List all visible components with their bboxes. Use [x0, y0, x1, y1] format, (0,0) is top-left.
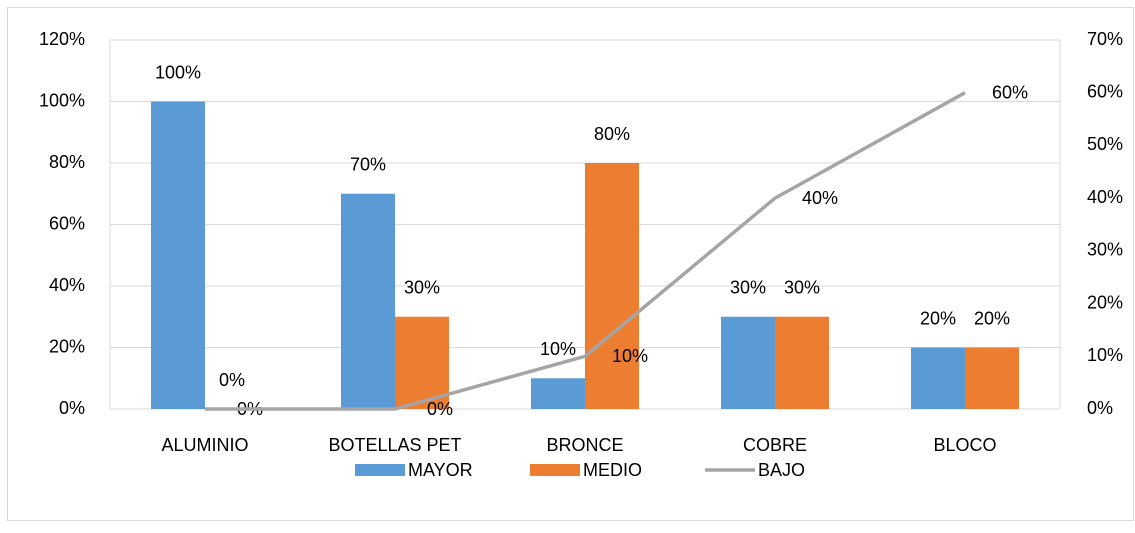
- y2-tick-label: 60%: [1087, 81, 1123, 101]
- x-tick-label: BLOCO: [933, 435, 996, 455]
- data-label: 60%: [992, 82, 1028, 102]
- bar: [395, 316, 449, 409]
- bar: [965, 347, 1019, 409]
- y-tick-label: 80%: [49, 152, 85, 172]
- data-label: 0%: [427, 399, 453, 419]
- y2-tick-label: 30%: [1087, 240, 1123, 260]
- legend-label: MAYOR: [408, 460, 473, 480]
- data-label: 10%: [540, 339, 576, 359]
- y2-tick-label: 50%: [1087, 134, 1123, 154]
- legend-swatch: [530, 464, 580, 476]
- y-tick-label: 100%: [39, 90, 85, 110]
- bar: [721, 316, 775, 409]
- x-tick-label: ALUMINIO: [161, 435, 248, 455]
- y-tick-label: 0%: [59, 398, 85, 418]
- data-label: 0%: [219, 370, 245, 390]
- data-label: 20%: [974, 308, 1010, 328]
- data-label: 30%: [730, 278, 766, 298]
- bar: [531, 378, 585, 409]
- y2-tick-label: 10%: [1087, 345, 1123, 365]
- legend-swatch: [355, 464, 405, 476]
- data-label: 100%: [155, 62, 201, 82]
- data-label: 70%: [350, 155, 386, 175]
- data-label: 20%: [920, 308, 956, 328]
- bar: [911, 347, 965, 409]
- data-label: 30%: [784, 278, 820, 298]
- line: [205, 91, 966, 411]
- y-tick-label: 20%: [49, 336, 85, 356]
- y2-tick-label: 40%: [1087, 187, 1123, 207]
- y-tick-label: 60%: [49, 213, 85, 233]
- legend-label: MEDIO: [583, 460, 642, 480]
- data-label: 30%: [404, 278, 440, 298]
- data-label: 40%: [802, 188, 838, 208]
- x-tick-label: BOTELLAS PET: [328, 435, 461, 455]
- legend-label: BAJO: [758, 460, 805, 480]
- x-tick-label: COBRE: [743, 435, 807, 455]
- y2-tick-label: 20%: [1087, 292, 1123, 312]
- bar: [151, 101, 205, 409]
- bar: [585, 163, 639, 409]
- y2-tick-label: 0%: [1087, 398, 1113, 418]
- y-tick-label: 120%: [39, 29, 85, 49]
- y-tick-label: 40%: [49, 275, 85, 295]
- bar: [775, 316, 829, 409]
- x-tick-label: BRONCE: [546, 435, 623, 455]
- data-label: 10%: [612, 346, 648, 366]
- data-label: 80%: [594, 124, 630, 144]
- y2-tick-label: 70%: [1087, 29, 1123, 49]
- bar: [341, 193, 395, 409]
